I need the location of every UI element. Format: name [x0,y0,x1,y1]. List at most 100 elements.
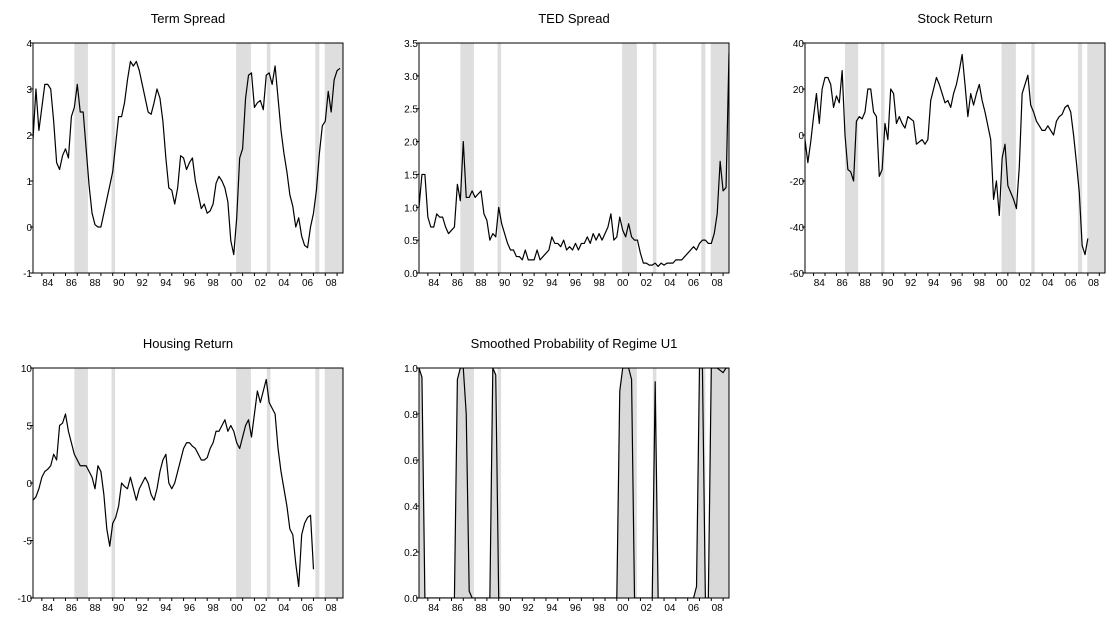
recession-band [111,368,116,598]
chart-panel-1: 0.0 0.5 1.0 1.5 2.0 2.5 3.0 3.5 84 86 88 90 92 94 96 98… [404,11,730,289]
y-tick-label: 0.2 [404,548,418,559]
y-tick-label: 5 [26,422,32,433]
x-tick-label: 90 [113,603,125,614]
recession-band [460,43,474,273]
y-tick-label: 0.5 [404,236,418,247]
recession-band [845,43,859,273]
plot-frame [418,42,730,274]
x-tick-label: 06 [1065,278,1077,289]
x-tick-label: 96 [951,278,963,289]
y-tick-label: 0.8 [404,410,418,421]
recession-band [652,43,657,273]
y-tick-label: -1 [23,269,32,280]
chart-title: Smoothed Probability of Regime U1 [471,336,678,351]
recession-bands [74,43,343,273]
x-tick-label: 90 [882,278,894,289]
x-tick-label: 84 [42,278,54,289]
chart-panel-2: -60 -40 -20 0 20 40 84 86 88 90 92 94 96 98 00 02 04 06 08… [790,11,1106,289]
plot-frame [32,42,344,274]
x-tick-label: 98 [594,278,606,289]
x-tick-label: 06 [688,278,700,289]
series-line [805,53,1089,256]
x-tick-label: 00 [617,278,629,289]
y-tick-label: 0 [26,223,32,234]
x-tick-label: 04 [1042,278,1054,289]
x-tick-label: 02 [255,603,267,614]
chart-panel-3: -10 -5 0 5 10 84 86 88 90 92 94 96 98 00 02 04 06 08 Housi… [18,336,344,614]
recession-bands [845,43,1105,273]
series-line [419,368,729,598]
y-tick-label: 3.0 [404,72,418,83]
x-tick-label: 94 [160,278,172,289]
y-tick-label: 0.0 [404,594,418,605]
recession-band [497,368,502,598]
recession-band [1031,43,1035,273]
x-tick-label: 90 [113,278,125,289]
recession-band [74,368,88,598]
x-tick-label: 96 [184,278,196,289]
recession-bands [460,368,729,598]
x-tick-label: 02 [1019,278,1031,289]
recession-band [701,43,706,273]
x-tick-label: 92 [137,278,149,289]
y-tick-label: 20 [793,85,805,96]
y-tick-label: -60 [790,269,805,280]
x-tick-label: 88 [89,278,101,289]
y-tick-label: -5 [23,537,32,548]
recession-band [266,43,271,273]
x-tick-label: 88 [475,278,487,289]
x-tick-label: 86 [452,278,464,289]
x-tick-label: 08 [326,278,338,289]
y-tick-label: 0 [798,131,804,142]
recession-bands [74,368,343,598]
y-tick-label: 2 [26,131,32,142]
x-tick-label: 84 [428,278,440,289]
x-tick-label: 92 [905,278,917,289]
x-tick-label: 86 [66,278,78,289]
y-tick-label: 1.0 [404,203,418,214]
x-tick-label: 08 [326,603,338,614]
x-tick-label: 00 [617,603,629,614]
recession-band [266,368,271,598]
x-tick-label: 92 [523,603,535,614]
plot-frame [418,367,730,599]
x-tick-label: 04 [278,278,290,289]
x-tick-label: 00 [231,278,243,289]
x-tick-label: 84 [428,603,440,614]
x-tick-label: 00 [231,603,243,614]
x-tick-label: 92 [523,278,535,289]
y-tick-label: 2.5 [404,105,418,116]
chart-title: TED Spread [538,11,610,26]
x-tick-label: 88 [859,278,871,289]
y-tick-label: 40 [793,39,805,50]
x-tick-label: 04 [664,603,676,614]
chart-title: Stock Return [917,11,992,26]
recession-band [1001,43,1016,273]
recession-band [710,43,729,273]
y-tick-label: 0.4 [404,502,418,513]
x-tick-label: 96 [184,603,196,614]
x-tick-label: 06 [302,278,314,289]
recession-band [315,43,320,273]
recession-band [497,43,502,273]
x-tick-label: 96 [570,278,582,289]
y-tick-label: 0.0 [404,269,418,280]
series-line [33,378,315,588]
chart-panel-0: -1 0 1 2 3 4 84 86 88 90 92 94 96 98 00 02 04 06 08 Term Sp… [23,11,344,289]
recession-band [111,43,116,273]
x-tick-label: 00 [997,278,1009,289]
x-tick-label: 02 [641,278,653,289]
y-tick-label: 0 [26,479,32,490]
plot-frame [804,42,1106,274]
x-tick-label: 84 [42,603,54,614]
y-tick-label: 0.6 [404,456,418,467]
x-tick-label: 90 [499,278,511,289]
x-tick-label: 98 [208,278,220,289]
y-tick-label: 4 [26,39,32,50]
recession-band [315,368,320,598]
x-tick-label: 02 [641,603,653,614]
x-tick-label: 06 [688,603,700,614]
chart-title: Term Spread [151,11,225,26]
recession-band [1078,43,1083,273]
x-tick-label: 04 [664,278,676,289]
